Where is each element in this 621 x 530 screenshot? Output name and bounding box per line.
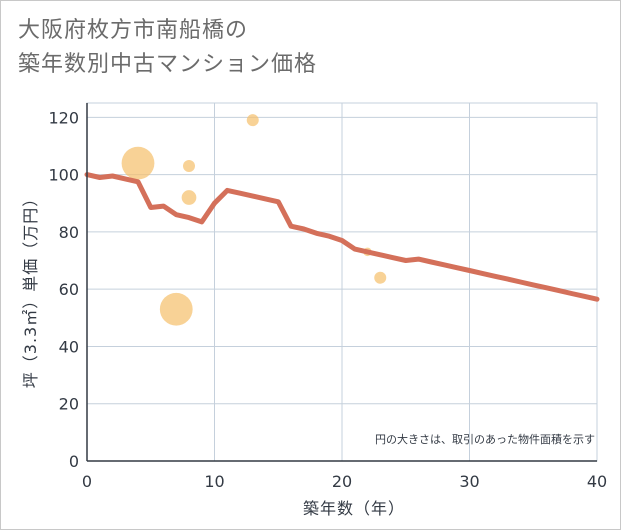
title-line-2: 築年数別中古マンション価格: [18, 52, 318, 77]
data-bubble: [159, 292, 193, 326]
size-note: 円の大きさは、取引のあった物件面積を示す: [375, 432, 595, 446]
tick-labels: 0 20 40 60 80 100 120 0 10 20 30 40: [48, 108, 607, 491]
title-line-1: 大阪府枚方市南船橋の: [18, 18, 249, 43]
x-tick-label: 10: [204, 472, 224, 491]
y-tick-label: 80: [59, 223, 79, 242]
y-axis-label: 坪（3.3㎡）単価（万円）: [21, 190, 40, 388]
x-tick-label: 40: [587, 472, 607, 491]
chart-title: 大阪府枚方市南船橋の 築年数別中古マンション価格: [18, 14, 578, 82]
y-tick-label: 120: [48, 108, 79, 127]
x-tick-label: 0: [82, 472, 92, 491]
x-axis-label: 築年数（年）: [303, 499, 405, 518]
y-tick-label: 0: [69, 452, 79, 471]
trend-line: [84, 172, 600, 302]
x-tick-label: 20: [332, 472, 352, 491]
data-bubble: [183, 160, 195, 173]
y-tick-label: 40: [59, 337, 79, 356]
data-bubble: [374, 271, 387, 284]
x-tick-label: 30: [459, 472, 479, 491]
trend-line-group: [84, 172, 600, 302]
axes: [86, 103, 597, 462]
y-tick-label: 60: [59, 280, 79, 299]
y-tick-label: 20: [59, 395, 79, 414]
bubbles: [121, 114, 387, 326]
y-tick-label: 100: [48, 166, 79, 185]
data-bubble: [121, 146, 155, 180]
data-bubble: [246, 114, 259, 127]
data-bubble: [181, 190, 197, 205]
